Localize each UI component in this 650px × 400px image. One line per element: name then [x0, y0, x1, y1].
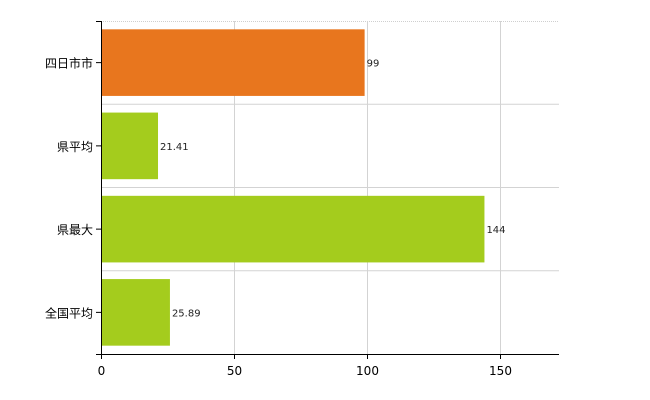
- y-category-label: 四日市市: [45, 56, 93, 71]
- x-tick-label: 100: [356, 364, 379, 378]
- bar-series: 99 21.41 144 25.89: [102, 29, 506, 346]
- x-tick-label: 50: [227, 364, 242, 378]
- x-tick-label: 0: [98, 364, 106, 378]
- grid-lines: [101, 21, 559, 354]
- bar: [102, 279, 170, 346]
- y-category-label: 全国平均: [45, 305, 93, 320]
- bar-value-label: 21.41: [160, 142, 189, 153]
- bar-value-label: 144: [486, 225, 505, 236]
- bar-value-label: 99: [367, 59, 380, 70]
- bar: [102, 29, 365, 96]
- x-axis-ticks: 0 50 100 150: [98, 354, 512, 378]
- y-category-label: 県平均: [57, 140, 93, 154]
- y-category-label: 県最大: [57, 223, 93, 237]
- x-tick-label: 150: [489, 364, 512, 378]
- bar: [102, 195, 485, 263]
- axes: [101, 21, 559, 355]
- bar: [102, 112, 159, 180]
- bar-value-label: 25.89: [172, 308, 201, 319]
